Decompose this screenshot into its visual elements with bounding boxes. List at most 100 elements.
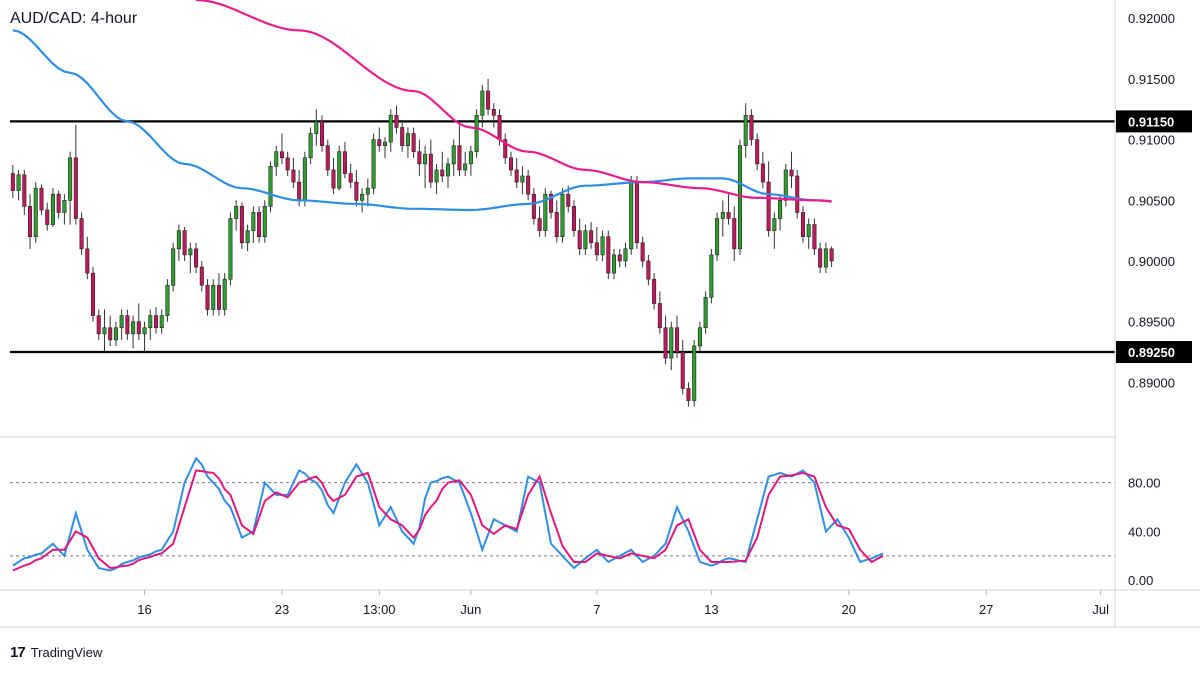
candle-body [617, 254, 622, 262]
candle-body [692, 345, 697, 401]
candle [165, 279, 170, 322]
candle [749, 109, 754, 146]
candle-body [468, 151, 473, 165]
candle [778, 194, 783, 231]
candle [560, 188, 565, 243]
candle-body [709, 254, 714, 298]
candle-body [795, 175, 800, 213]
candle-body [778, 199, 783, 219]
candle [571, 200, 576, 237]
candle [142, 321, 147, 353]
candle [663, 315, 668, 365]
candle [440, 151, 445, 183]
candle [531, 188, 536, 225]
price-tick-label: 0.89000 [1128, 375, 1175, 390]
candle-body [216, 284, 221, 310]
candle-body [188, 248, 193, 256]
candle [634, 176, 639, 249]
candle-body [50, 193, 55, 225]
candle-body [285, 157, 290, 171]
candle [703, 291, 708, 334]
candle [285, 151, 290, 177]
candle-body [388, 115, 393, 143]
candle-body [22, 174, 27, 207]
candle [686, 382, 691, 407]
candle-body [663, 327, 668, 359]
candle [354, 169, 359, 207]
candle-body [331, 169, 336, 189]
candle [245, 224, 250, 252]
candle [646, 254, 651, 286]
candle-body [291, 169, 296, 183]
candle-body [806, 224, 811, 238]
candle-body [749, 115, 754, 140]
candle-body [136, 321, 141, 335]
candle [28, 194, 33, 249]
candle [382, 137, 388, 158]
candle [148, 309, 153, 340]
candle [417, 139, 422, 177]
chart-title: AUD/CAD: 4-hour [10, 10, 138, 27]
time-axis: 16 23 13:00 Jun 7 13 20 27 Jul [0, 589, 1200, 628]
candle [715, 212, 720, 261]
candle [251, 206, 256, 243]
tradingview-brand: 17 TradingView [10, 644, 102, 661]
candle [73, 125, 78, 225]
candle-body [766, 181, 771, 231]
candle-body [417, 151, 422, 165]
candle-body [457, 145, 462, 171]
candle-body [365, 187, 370, 195]
candle-body [257, 212, 262, 238]
candle [818, 242, 823, 274]
candle [33, 182, 38, 243]
candle [365, 178, 370, 207]
candle-body [102, 327, 107, 335]
candle [583, 224, 588, 255]
candle [486, 78, 491, 116]
candle-body [400, 127, 405, 146]
candle [423, 145, 428, 189]
candle [188, 242, 193, 274]
candle [228, 212, 233, 286]
candle-body [377, 139, 382, 146]
time-tick-label: 13:00 [363, 602, 396, 617]
candle [617, 248, 622, 268]
candle [732, 206, 737, 261]
stoch-k-line [12, 456, 884, 572]
candle [594, 226, 599, 261]
candle-body [297, 181, 302, 201]
candle-body [360, 193, 365, 201]
candle [692, 339, 697, 407]
candle [577, 218, 582, 255]
candle-body [194, 248, 199, 268]
candle [342, 142, 347, 179]
candle [434, 163, 439, 195]
candle-body [669, 327, 674, 359]
candle-body [308, 133, 313, 159]
candle-body [503, 139, 508, 159]
candle-body [274, 151, 279, 167]
candle [91, 267, 96, 322]
candle [394, 105, 399, 134]
candle [829, 246, 834, 268]
stoch-d-line [12, 469, 884, 572]
candle [468, 145, 473, 177]
candle [314, 109, 319, 146]
candle-body [96, 315, 101, 335]
candle-body [45, 209, 50, 225]
candle [45, 202, 50, 231]
candle [589, 222, 594, 249]
candle-body [268, 166, 273, 207]
price-tick-label: 0.90000 [1128, 254, 1175, 269]
candle-body [600, 236, 605, 256]
time-tick-label: 20 [842, 602, 856, 617]
candle [612, 248, 617, 280]
candle-body [337, 151, 342, 189]
candle [795, 169, 800, 219]
candle-body [325, 145, 330, 171]
candle [274, 145, 279, 177]
time-tick-label: 23 [275, 602, 289, 617]
candle [800, 206, 805, 243]
candle-body [554, 212, 559, 238]
